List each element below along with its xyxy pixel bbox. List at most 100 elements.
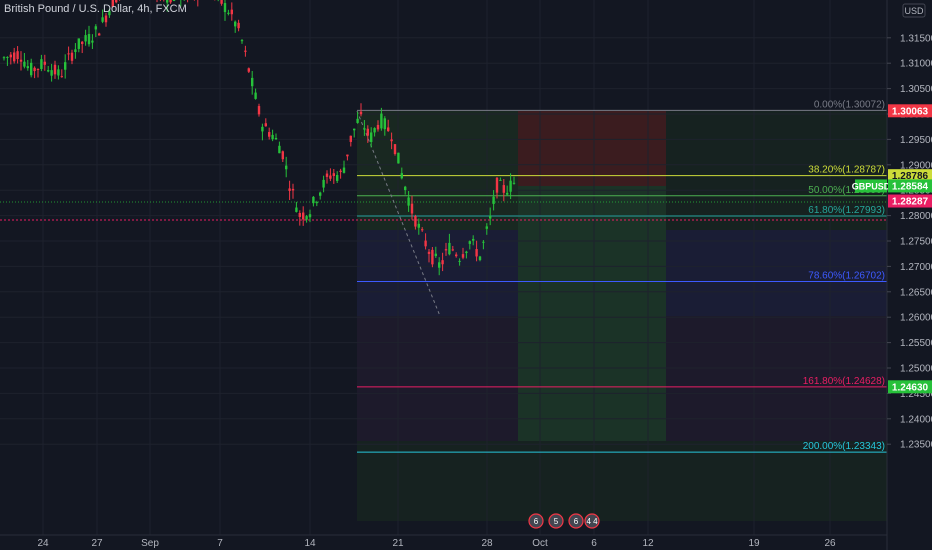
fib-level-label: 78.60%(1.26702) [808, 271, 885, 282]
candle-body [169, 0, 172, 3]
fib-level-label: 61.80%(1.27993) [808, 205, 885, 216]
x-tick-label: 19 [748, 538, 760, 549]
candle-body [427, 251, 431, 254]
candle-body [387, 127, 390, 132]
symbol-tag-bg [855, 179, 887, 193]
candle-body [475, 249, 478, 257]
event-badges[interactable]: 6 5 6 4 4 [528, 513, 600, 529]
chart-title: British Pound / U.S. Dollar, 4h, FXCM [4, 3, 187, 15]
candle-body [81, 41, 84, 44]
candle-body [70, 52, 74, 61]
event-badge-circle [548, 513, 564, 529]
candle-body [91, 40, 94, 43]
candle-body [43, 61, 46, 65]
candle-body [468, 241, 471, 244]
candle-body [509, 180, 512, 192]
candle-body [23, 61, 26, 67]
candle-body [26, 66, 29, 69]
candle-body [261, 126, 264, 132]
candle-body [451, 249, 454, 251]
candle-body [431, 249, 434, 265]
candle-body [172, 0, 176, 1]
candle-body [13, 52, 16, 62]
candle-body [19, 59, 23, 62]
candle-body [36, 69, 40, 71]
candle-body [77, 38, 80, 49]
candle-body [251, 77, 254, 87]
price-tag-label: 1.24630 [892, 382, 929, 393]
x-tick-label: 21 [392, 538, 404, 549]
candle-body [512, 182, 516, 184]
candle-body [271, 134, 274, 140]
y-tick-label: 1.31500 [900, 33, 932, 44]
price-tag-bg [888, 179, 932, 193]
candle-body [417, 223, 420, 228]
candle-body [2, 57, 6, 59]
grid-lines [0, 0, 887, 535]
fibonacci-retracement[interactable]: 0.00%(1.30072) 38.20%(1.28787) 50.00%(1.28… [357, 99, 887, 453]
candle-body [407, 197, 410, 206]
candle-body [499, 179, 502, 181]
x-tick-label: 6 [591, 538, 597, 549]
price-tag-label: 1.28584 [892, 181, 929, 192]
candle-body [410, 203, 414, 214]
event-badge[interactable]: 4 4 [584, 513, 600, 529]
currency-label[interactable]: USD [902, 3, 926, 18]
candlestick-series [2, 0, 516, 276]
candle-body [108, 10, 111, 16]
candle-body [400, 173, 403, 179]
position-zones [357, 111, 887, 521]
candle-body [495, 177, 499, 193]
candle-body [308, 214, 312, 218]
candle-body [455, 254, 458, 257]
candle-body [502, 185, 505, 193]
event-badge-circle [568, 513, 584, 529]
candle-body [302, 212, 305, 220]
candle-body [16, 51, 19, 60]
y-tick-label: 1.23500 [900, 440, 932, 451]
y-tick-label: 1.27000 [900, 262, 932, 273]
price-tag-bg [888, 380, 932, 394]
candle-body [295, 207, 298, 212]
price-axis[interactable]: 1.315001.310001.305001.300001.295001.290… [886, 0, 932, 550]
candle-body [492, 196, 495, 204]
candle-body [57, 69, 60, 76]
candle-body [94, 26, 97, 30]
candle-body [424, 240, 427, 247]
candle-body [482, 241, 485, 243]
event-badge-label: 5 [554, 517, 559, 526]
event-badge[interactable]: 6 [568, 513, 584, 529]
x-tick-label: Oct [532, 538, 548, 549]
y-tick-label: 1.26500 [900, 287, 932, 298]
candle-body [380, 113, 383, 129]
candle-body [353, 128, 356, 131]
candle-body [421, 229, 424, 231]
event-badge-circle [528, 513, 544, 529]
candle-body [30, 62, 33, 76]
candle-body [373, 128, 376, 133]
time-axis[interactable]: 24 27 Sep 7 14 21 28 Oct 6 12 19 26 [0, 534, 887, 549]
x-tick-label: 7 [217, 538, 223, 549]
candle-body [322, 179, 325, 188]
candle-body [325, 173, 329, 177]
candle-body [223, 3, 227, 13]
candle-body [98, 33, 101, 36]
candle-body [60, 76, 63, 78]
candle-body [74, 49, 77, 53]
event-badge[interactable]: 6 [528, 513, 544, 529]
fib-level-label: 0.00%(1.30072) [814, 99, 885, 110]
price-tag-label: 1.28287 [892, 197, 929, 208]
candle-body [376, 124, 380, 130]
x-tick-label: 26 [824, 538, 836, 549]
event-badge[interactable]: 5 [548, 513, 564, 529]
candle-body [264, 123, 267, 127]
price-tag-bg [888, 104, 932, 118]
candle-body [397, 152, 400, 164]
fib-level-label: 161.80%(1.24628) [803, 376, 885, 387]
candle-body [298, 213, 301, 217]
y-tick-label: 1.29500 [900, 135, 932, 146]
candle-body [404, 186, 407, 191]
candle-body [312, 196, 315, 204]
candle-body [234, 21, 237, 27]
